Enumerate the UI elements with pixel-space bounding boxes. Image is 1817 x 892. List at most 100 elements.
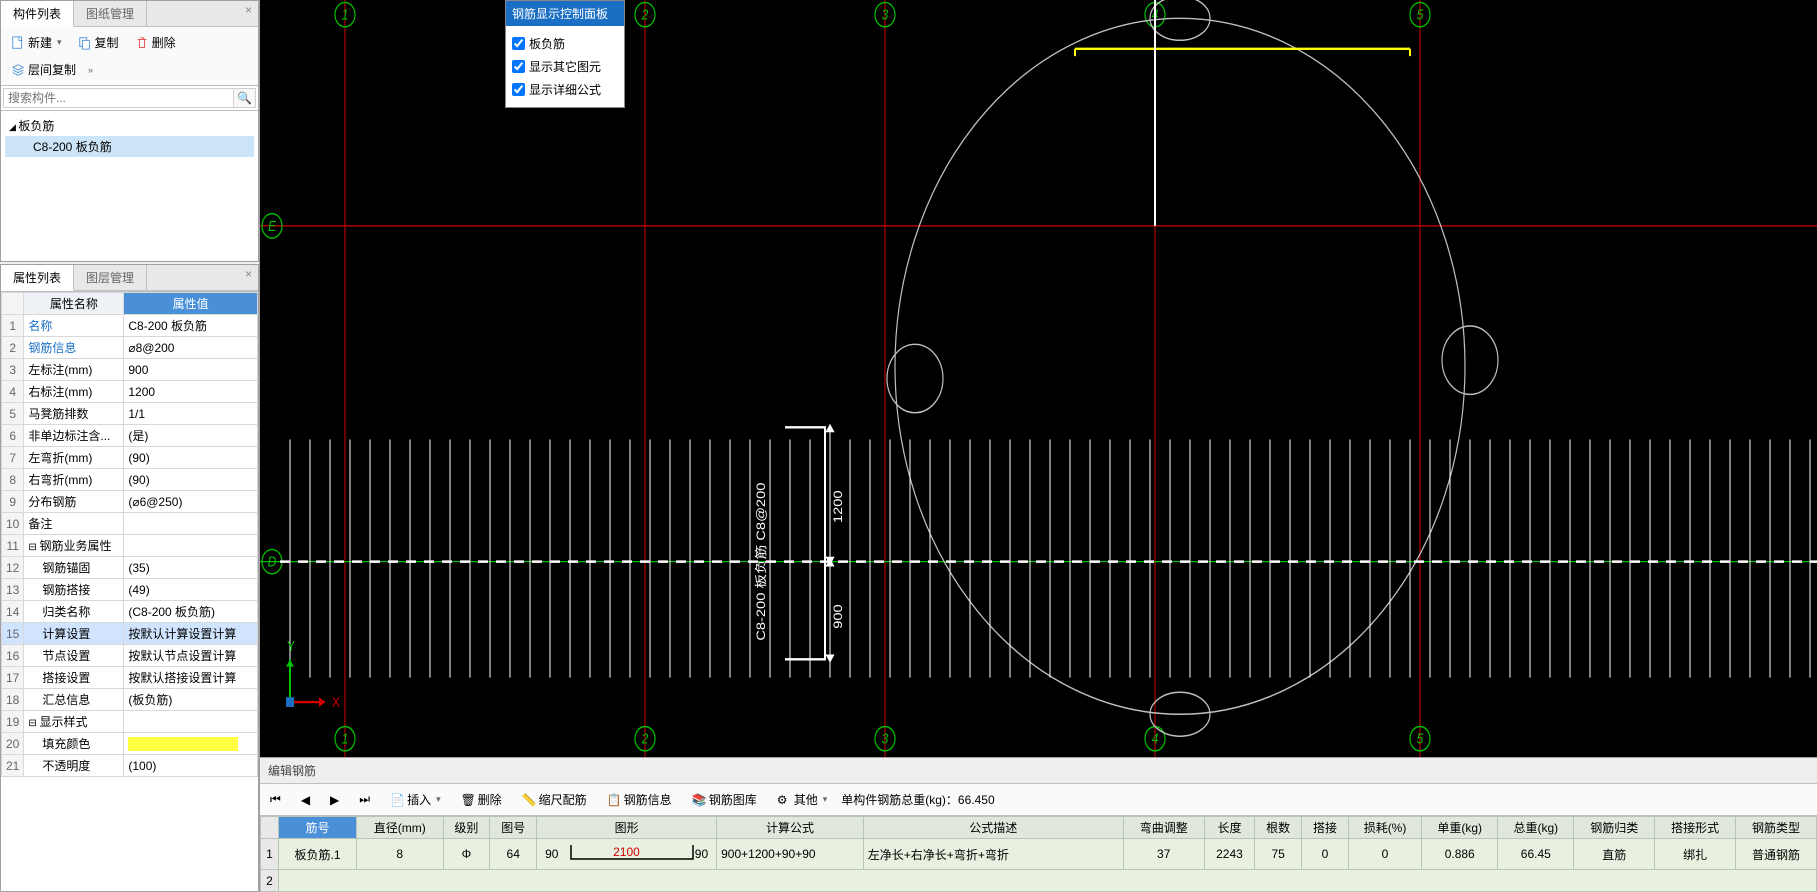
property-row[interactable]: 10备注 xyxy=(2,513,258,535)
col-header[interactable]: 级别 xyxy=(443,817,490,839)
other-button[interactable]: ⚙其他▾ xyxy=(771,788,834,811)
insert-button[interactable]: 📄插入▾ xyxy=(384,788,447,811)
more-icon[interactable]: » xyxy=(88,65,93,75)
new-button[interactable]: 新建▾ xyxy=(5,31,68,54)
panel-title[interactable]: 钢筋显示控制面板 xyxy=(506,1,624,26)
close-icon[interactable]: × xyxy=(239,265,258,290)
editor-toolbar: ⏮ ◀ ▶ ⏭ 📄插入▾ 🗑删除 📏缩尺配筋 📋钢筋信息 📚钢筋图库 ⚙其他▾ … xyxy=(260,784,1817,816)
tab-property-list[interactable]: 属性列表 xyxy=(1,265,74,291)
search-button[interactable]: 🔍 xyxy=(234,88,256,108)
chk-show-formula[interactable]: 显示详细公式 xyxy=(512,78,618,101)
nav-last[interactable]: ⏭ xyxy=(353,789,376,810)
svg-text:1200: 1200 xyxy=(831,490,844,523)
col-prop-value: 属性值 xyxy=(124,293,258,315)
insert-icon: 📄 xyxy=(390,793,404,807)
col-header[interactable]: 筋号 xyxy=(279,817,357,839)
editor-title: 编辑钢筋 xyxy=(260,758,1817,784)
svg-text:2: 2 xyxy=(641,730,649,746)
new-icon xyxy=(11,36,25,50)
property-row[interactable]: 8右弯折(mm)(90) xyxy=(2,469,258,491)
property-row[interactable]: 16节点设置按默认节点设置计算 xyxy=(2,645,258,667)
component-toolbar: 新建▾ 复制 删除 层间复制 » xyxy=(1,27,258,86)
col-prop-name: 属性名称 xyxy=(24,293,124,315)
col-header[interactable]: 钢筋归类 xyxy=(1574,817,1655,839)
col-header[interactable]: 图号 xyxy=(490,817,537,839)
svg-text:X: X xyxy=(332,694,340,710)
svg-text:2: 2 xyxy=(641,6,649,22)
property-row[interactable]: 17搭接设置按默认搭接设置计算 xyxy=(2,667,258,689)
property-row[interactable]: 2钢筋信息⌀8@200 xyxy=(2,337,258,359)
property-grid: 属性名称 属性值 1名称C8-200 板负筋2钢筋信息⌀8@2003左标注(mm… xyxy=(1,291,258,891)
library-icon: 📚 xyxy=(692,793,706,807)
property-row[interactable]: 20填充颜色 xyxy=(2,733,258,755)
property-row[interactable]: 18汇总信息(板负筋) xyxy=(2,689,258,711)
layers-icon xyxy=(11,63,25,77)
svg-text:3: 3 xyxy=(882,730,889,746)
col-header[interactable]: 计算公式 xyxy=(717,817,864,839)
col-header[interactable]: 钢筋类型 xyxy=(1736,817,1817,839)
total-weight-label: 单构件钢筋总重(kg)：66.450 xyxy=(841,791,994,808)
col-header[interactable]: 直径(mm) xyxy=(357,817,444,839)
property-row[interactable]: 5马凳筋排数1/1 xyxy=(2,403,258,425)
delete-button[interactable]: 删除 xyxy=(129,31,182,54)
col-header[interactable]: 根数 xyxy=(1255,817,1302,839)
svg-text:E: E xyxy=(268,218,277,234)
tree-item[interactable]: C8-200 板负筋 xyxy=(5,136,254,157)
col-header[interactable]: 图形 xyxy=(537,817,717,839)
component-tree: 板负筋 C8-200 板负筋 xyxy=(1,111,258,261)
table-row[interactable]: 2 xyxy=(261,870,1817,892)
info-icon: 📋 xyxy=(607,793,621,807)
tree-root[interactable]: 板负筋 xyxy=(5,115,254,136)
nav-prev[interactable]: ◀ xyxy=(295,790,316,810)
table-row[interactable]: 1 板负筋.1 8 Φ 64 90 2100 90 xyxy=(261,839,1817,870)
property-row[interactable]: 7左弯折(mm)(90) xyxy=(2,447,258,469)
property-row[interactable]: 15计算设置按默认计算设置计算 xyxy=(2,623,258,645)
layer-copy-button[interactable]: 层间复制 xyxy=(5,58,82,81)
chk-rebar[interactable]: 板负筋 xyxy=(512,32,618,55)
property-row[interactable]: 21不透明度(100) xyxy=(2,755,258,777)
col-header[interactable]: 弯曲调整 xyxy=(1123,817,1204,839)
property-row[interactable]: 12钢筋锚固(35) xyxy=(2,557,258,579)
col-header[interactable]: 公式描述 xyxy=(863,817,1123,839)
property-row[interactable]: 13钢筋搭接(49) xyxy=(2,579,258,601)
chk-show-other[interactable]: 显示其它图元 xyxy=(512,55,618,78)
svg-text:1: 1 xyxy=(342,730,349,746)
delete-row-button[interactable]: 🗑删除 xyxy=(455,788,508,811)
component-tabs: 构件列表 图纸管理 × xyxy=(1,1,258,27)
property-row[interactable]: 6非单边标注含...(是) xyxy=(2,425,258,447)
col-header[interactable]: 损耗(%) xyxy=(1348,817,1421,839)
copy-button[interactable]: 复制 xyxy=(72,31,125,54)
col-header[interactable]: 单重(kg) xyxy=(1422,817,1498,839)
rebar-table: 筋号直径(mm)级别图号图形计算公式公式描述弯曲调整长度根数搭接损耗(%)单重(… xyxy=(260,816,1817,892)
property-row[interactable]: 14归类名称(C8-200 板负筋) xyxy=(2,601,258,623)
property-row[interactable]: 19显示样式 xyxy=(2,711,258,733)
svg-text:1: 1 xyxy=(342,6,349,22)
delete-icon: 🗑 xyxy=(461,793,475,807)
search-input[interactable] xyxy=(3,88,234,108)
close-icon[interactable]: × xyxy=(239,1,258,26)
svg-text:3: 3 xyxy=(882,6,889,22)
nav-first[interactable]: ⏮ xyxy=(264,789,287,810)
library-button[interactable]: 📚钢筋图库 xyxy=(686,788,763,811)
info-button[interactable]: 📋钢筋信息 xyxy=(601,788,678,811)
col-header[interactable]: 搭接形式 xyxy=(1655,817,1736,839)
scale-button[interactable]: 📏缩尺配筋 xyxy=(516,788,593,811)
nav-next[interactable]: ▶ xyxy=(324,790,345,810)
property-row[interactable]: 9分布钢筋(⌀6@250) xyxy=(2,491,258,513)
tab-component-list[interactable]: 构件列表 xyxy=(1,1,74,27)
property-row[interactable]: 1名称C8-200 板负筋 xyxy=(2,315,258,337)
property-row[interactable]: 4右标注(mm)1200 xyxy=(2,381,258,403)
tab-drawing-mgmt[interactable]: 图纸管理 xyxy=(74,1,147,26)
delete-icon xyxy=(135,36,149,50)
tab-layer-mgmt[interactable]: 图层管理 xyxy=(74,265,147,290)
col-header[interactable]: 长度 xyxy=(1204,817,1255,839)
property-row[interactable]: 11钢筋业务属性 xyxy=(2,535,258,557)
col-header[interactable]: 搭接 xyxy=(1302,817,1349,839)
property-row[interactable]: 3左标注(mm)900 xyxy=(2,359,258,381)
drawing-canvas[interactable]: 12345 12345 ED xyxy=(260,0,1817,757)
shape-cell[interactable]: 90 2100 90 xyxy=(537,839,717,870)
rebar-display-panel: 钢筋显示控制面板 板负筋 显示其它图元 显示详细公式 xyxy=(505,0,625,108)
svg-text:4: 4 xyxy=(1152,730,1159,746)
col-header[interactable]: 总重(kg) xyxy=(1498,817,1574,839)
svg-text:5: 5 xyxy=(1417,730,1424,746)
